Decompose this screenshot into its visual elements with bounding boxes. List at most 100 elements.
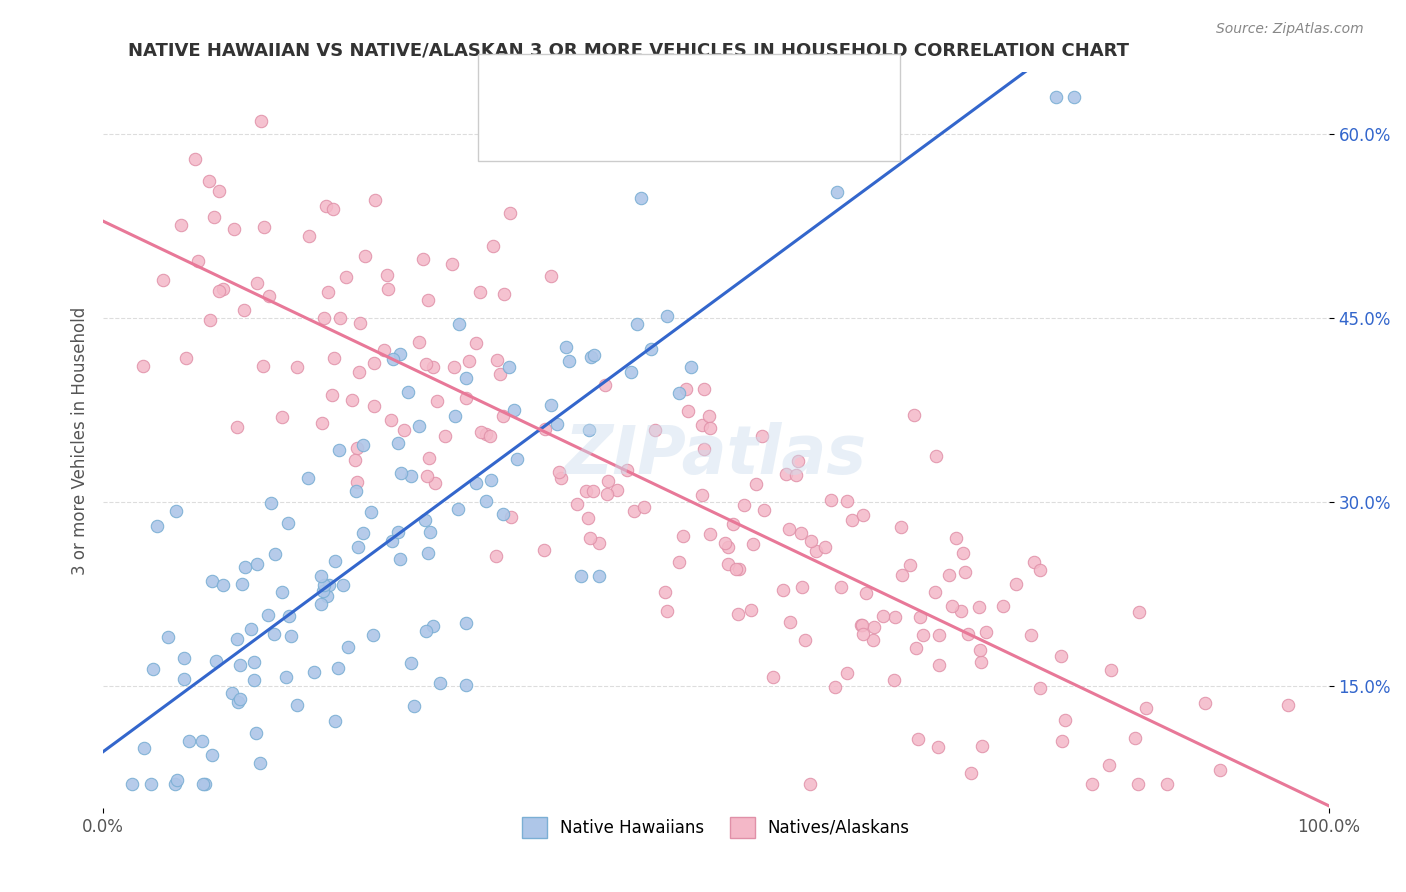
Point: [540, 269, 562, 284]
Point: [862, 620, 884, 634]
Point: [534, 422, 557, 436]
Point: [208, 284, 231, 298]
Point: [246, 558, 269, 572]
Point: [446, 502, 468, 516]
Point: [198, 313, 221, 327]
Point: [354, 249, 377, 263]
Point: [274, 670, 297, 684]
Point: [212, 578, 235, 592]
Point: [465, 336, 488, 351]
Point: [837, 494, 859, 508]
Point: [489, 367, 512, 381]
Point: [315, 199, 337, 213]
Point: [309, 597, 332, 611]
Point: [346, 475, 368, 489]
Point: [540, 398, 562, 412]
Point: [499, 510, 522, 524]
Point: [253, 219, 276, 234]
Point: [416, 469, 439, 483]
Point: [588, 568, 610, 582]
Point: [321, 388, 343, 402]
Point: [486, 353, 509, 368]
Point: [841, 512, 863, 526]
Point: [250, 113, 273, 128]
Point: [583, 348, 606, 362]
Point: [426, 394, 449, 409]
Point: [727, 562, 749, 576]
Point: [644, 423, 666, 437]
Point: [576, 510, 599, 524]
Point: [344, 483, 367, 498]
Point: [578, 423, 600, 437]
Point: [352, 438, 374, 452]
Point: [779, 615, 801, 630]
Point: [165, 503, 187, 517]
Point: [318, 577, 340, 591]
Point: [565, 496, 588, 510]
Point: [344, 453, 367, 467]
Point: [1024, 555, 1046, 569]
Point: [322, 202, 344, 216]
Point: [623, 504, 645, 518]
Point: [588, 536, 610, 550]
Point: [132, 740, 155, 755]
Point: [546, 417, 568, 431]
Point: [596, 487, 619, 501]
Point: [492, 286, 515, 301]
Point: [724, 562, 747, 576]
Point: [201, 574, 224, 588]
Point: [260, 496, 283, 510]
Point: [208, 184, 231, 198]
Point: [851, 618, 873, 632]
Point: [418, 451, 440, 466]
Point: [231, 576, 253, 591]
Point: [191, 777, 214, 791]
Point: [928, 658, 950, 673]
Point: [443, 360, 465, 375]
Point: [1209, 763, 1232, 777]
Point: [440, 257, 463, 271]
Point: [693, 382, 716, 396]
Point: [243, 673, 266, 688]
Point: [202, 210, 225, 224]
Point: [329, 310, 352, 325]
Point: [1004, 576, 1026, 591]
Point: [835, 666, 858, 681]
Point: [302, 665, 325, 679]
Point: [387, 525, 409, 540]
Point: [243, 655, 266, 669]
Point: [672, 529, 695, 543]
Point: [852, 627, 875, 641]
Point: [221, 686, 243, 700]
Point: [554, 340, 576, 354]
Point: [470, 285, 492, 299]
Point: [479, 473, 502, 487]
Point: [363, 356, 385, 370]
Point: [1194, 696, 1216, 710]
Point: [786, 453, 808, 467]
Point: [346, 441, 368, 455]
Point: [883, 673, 905, 688]
Point: [1050, 734, 1073, 748]
Point: [328, 661, 350, 675]
Point: [201, 747, 224, 762]
Point: [361, 628, 384, 642]
Point: [790, 526, 813, 541]
Point: [415, 624, 437, 638]
Point: [197, 174, 219, 188]
Point: [277, 516, 299, 530]
Point: [311, 584, 333, 599]
Point: [761, 670, 783, 684]
Point: [298, 228, 321, 243]
Point: [693, 442, 716, 457]
Point: [142, 662, 165, 676]
Point: [991, 599, 1014, 614]
Point: [323, 554, 346, 568]
Point: [506, 451, 529, 466]
Point: [953, 565, 976, 579]
Point: [855, 586, 877, 600]
Point: [824, 681, 846, 695]
Point: [949, 604, 972, 618]
Point: [1050, 648, 1073, 663]
Point: [470, 425, 492, 439]
